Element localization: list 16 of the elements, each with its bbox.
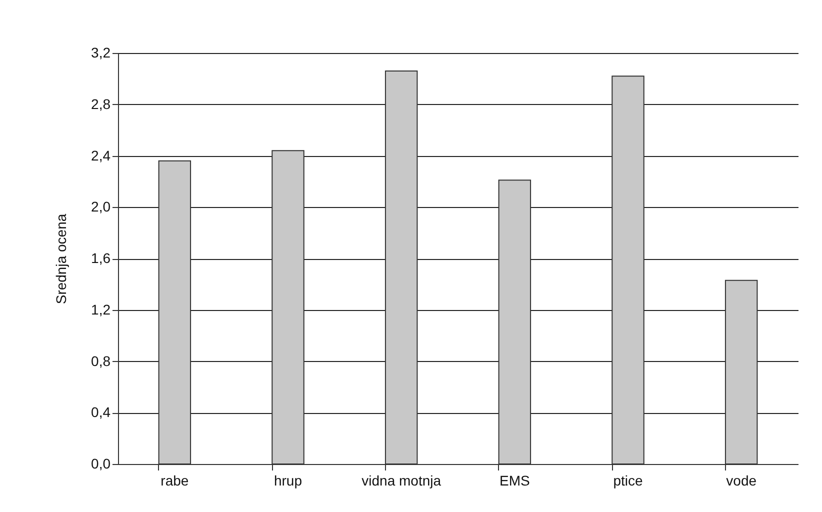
y-axis-title: Srednja ocena: [53, 214, 70, 304]
x-tick-label: hrup: [274, 472, 302, 488]
y-tick-label: 2,4: [91, 147, 111, 164]
y-tick-label: 3,2: [91, 44, 111, 60]
x-tick-label: EMS: [499, 472, 530, 488]
y-tick-label: 2,0: [91, 198, 111, 215]
y-tick-label: 1,2: [91, 301, 111, 318]
x-tick-label: ptice: [613, 472, 643, 488]
y-tick-label: 0,0: [91, 456, 111, 472]
x-tick-label: vode: [726, 472, 757, 488]
x-tick-label: vidna motnja: [362, 472, 442, 488]
y-tick-label: 2,8: [91, 96, 111, 112]
y-tick-label: 0,4: [91, 404, 111, 420]
x-tick-label: rabe: [160, 472, 189, 488]
y-tick-label: 0,8: [91, 352, 111, 369]
y-tick-label: 1,6: [91, 250, 111, 266]
